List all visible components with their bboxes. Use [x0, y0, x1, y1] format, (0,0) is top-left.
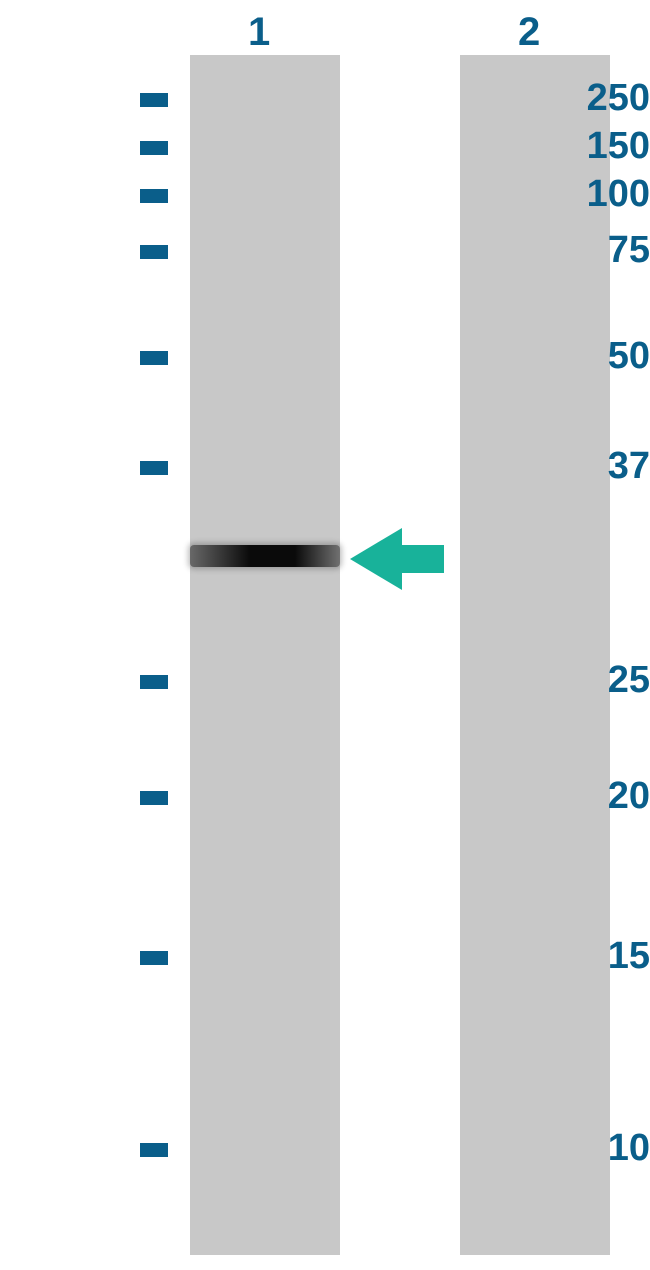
marker-label-150: 150 — [520, 125, 650, 168]
marker-tick-20 — [140, 791, 168, 805]
arrow-head-icon — [350, 528, 402, 590]
protein-band-lane1 — [190, 545, 340, 567]
lane-2-header: 2 — [518, 10, 540, 55]
marker-tick-25 — [140, 675, 168, 689]
marker-label-20: 20 — [520, 775, 650, 818]
marker-tick-100 — [140, 189, 168, 203]
marker-tick-75 — [140, 245, 168, 259]
marker-label-100: 100 — [520, 173, 650, 216]
marker-tick-10 — [140, 1143, 168, 1157]
marker-label-50: 50 — [520, 335, 650, 378]
blot-figure: 1 2 250 150 100 75 50 37 25 20 15 10 — [0, 0, 650, 1270]
marker-label-250: 250 — [520, 77, 650, 120]
marker-tick-15 — [140, 951, 168, 965]
marker-tick-37 — [140, 461, 168, 475]
marker-label-75: 75 — [520, 229, 650, 272]
lane-1 — [190, 55, 340, 1255]
lane-1-header: 1 — [248, 10, 270, 55]
marker-label-37: 37 — [520, 445, 650, 488]
marker-label-15: 15 — [520, 935, 650, 978]
marker-tick-150 — [140, 141, 168, 155]
marker-tick-250 — [140, 93, 168, 107]
arrow-tail — [402, 545, 444, 573]
marker-tick-50 — [140, 351, 168, 365]
marker-label-25: 25 — [520, 659, 650, 702]
marker-label-10: 10 — [520, 1127, 650, 1170]
